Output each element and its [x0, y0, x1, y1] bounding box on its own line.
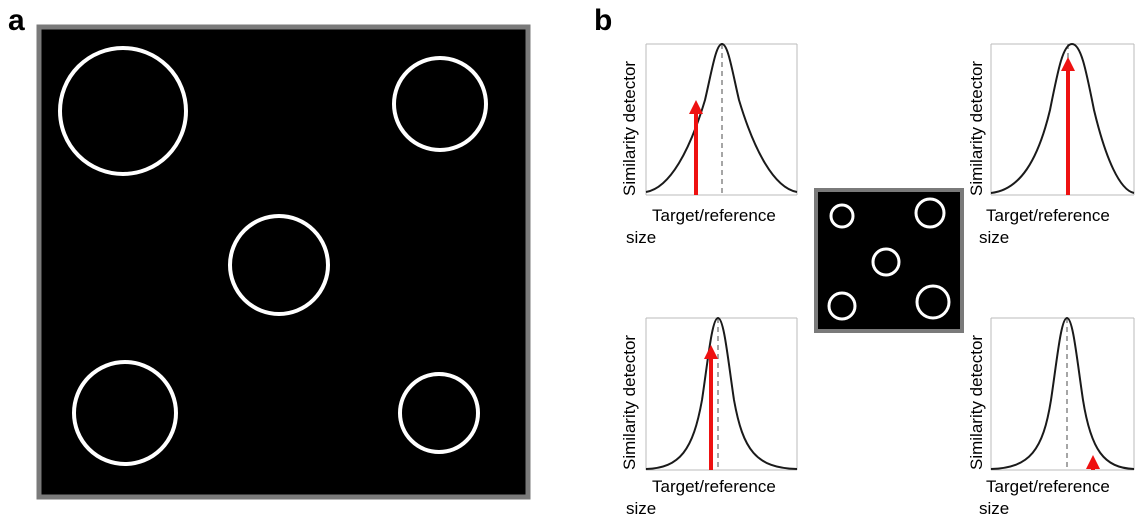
panel-label-a: a [8, 4, 25, 37]
tuning-plot-bottom-left: Similarity detector [620, 316, 798, 471]
x-axis-label-line1: Target/reference [986, 206, 1110, 225]
tuning-curve [990, 316, 1135, 470]
x-axis-label-line2: size [626, 228, 657, 247]
y-axis-label-bottom-left: Similarity detector [620, 335, 639, 470]
small-circle-center [871, 247, 901, 277]
small-circle-bottom-left [827, 291, 857, 321]
tuning-curve [990, 42, 1135, 194]
circle-center [228, 214, 330, 316]
response-arrow-head [689, 100, 703, 114]
small-display-frame [814, 188, 964, 333]
stimulus-display-large [36, 24, 531, 500]
x-axis-label-top-right: Target/reference size [979, 205, 1110, 249]
display-frame [36, 24, 531, 500]
y-axis-label-top-right: Similarity detector [967, 61, 986, 196]
panel-label-b: b [594, 4, 613, 37]
stimulus-display-small [814, 188, 964, 333]
x-axis-label-top-left: Target/reference size [626, 205, 776, 249]
circle-top-left [58, 46, 188, 176]
tuning-plot-top-left: Similarity detector [620, 42, 798, 196]
x-axis-label-bottom-left: Target/reference size [626, 476, 776, 520]
tuning-curve [645, 316, 798, 470]
y-axis-label-bottom-right: Similarity detector [967, 335, 986, 470]
x-axis-label-line2: size [979, 499, 1010, 518]
x-axis-label-line2: size [626, 499, 657, 518]
circle-top-right [392, 56, 488, 152]
small-circle-bottom-right [915, 284, 951, 320]
x-axis-label-line1: Target/reference [652, 477, 776, 496]
response-arrow-head [1061, 57, 1075, 71]
x-axis-label-line1: Target/reference [986, 477, 1110, 496]
circle-bottom-right [398, 372, 480, 454]
x-axis-label-line2: size [979, 228, 1010, 247]
x-axis-label-bottom-right: Target/reference size [979, 476, 1110, 520]
x-axis-label-line1: Target/reference [652, 206, 776, 225]
tuning-plot-bottom-right: Similarity detector [967, 316, 1135, 471]
tuning-curve [645, 42, 798, 193]
circle-bottom-left [72, 360, 178, 466]
response-arrow-head [1086, 455, 1100, 469]
small-circle-top-left [829, 203, 855, 229]
y-axis-label-top-left: Similarity detector [620, 61, 639, 196]
small-circle-top-right [914, 197, 946, 229]
tuning-plot-top-right: Similarity detector [967, 42, 1135, 196]
response-arrow-head [704, 345, 718, 359]
